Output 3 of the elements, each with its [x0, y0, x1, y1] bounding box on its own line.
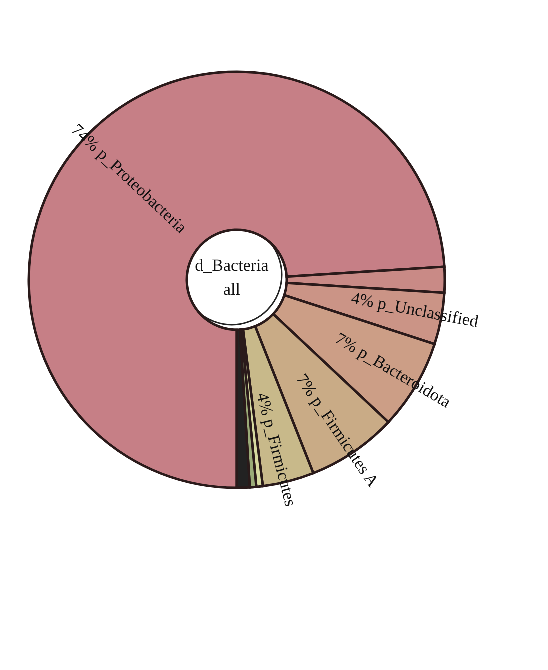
slice-label: 4% p_Unclassified — [350, 288, 481, 332]
text: d_Bacteria — [195, 256, 270, 275]
text: all — [224, 280, 241, 299]
